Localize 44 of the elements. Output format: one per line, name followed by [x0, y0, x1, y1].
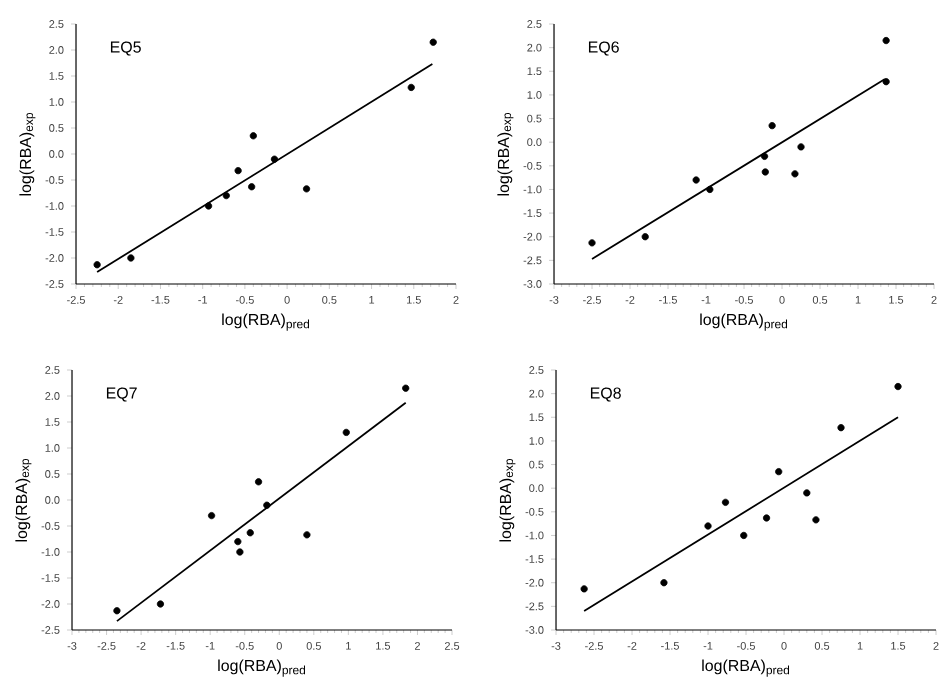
point — [254, 478, 263, 486]
point — [775, 468, 783, 476]
point — [263, 501, 271, 509]
point — [236, 548, 244, 556]
point — [156, 600, 165, 608]
point — [234, 538, 242, 546]
point — [704, 522, 712, 530]
point — [207, 512, 216, 520]
point — [204, 202, 213, 210]
point — [812, 516, 820, 524]
point — [761, 168, 769, 176]
point — [641, 233, 649, 241]
point — [706, 185, 714, 194]
point — [803, 489, 811, 497]
point — [248, 183, 256, 191]
point — [760, 152, 769, 160]
point — [93, 261, 101, 269]
point — [791, 170, 799, 178]
point — [234, 167, 242, 175]
point — [249, 132, 257, 140]
point — [302, 185, 311, 193]
point — [303, 531, 311, 539]
point — [692, 176, 700, 184]
point — [342, 428, 350, 436]
point — [407, 83, 415, 92]
point — [660, 579, 668, 587]
point — [580, 585, 588, 593]
point — [270, 155, 279, 163]
point — [894, 382, 902, 391]
point — [127, 254, 135, 262]
point — [429, 38, 437, 46]
point — [762, 514, 771, 522]
point — [588, 239, 596, 247]
point — [721, 498, 730, 506]
point — [837, 424, 845, 432]
point — [113, 607, 121, 615]
point — [882, 78, 890, 86]
point — [740, 531, 748, 540]
point — [797, 143, 805, 151]
point — [768, 122, 776, 130]
point — [882, 36, 890, 45]
point — [402, 384, 410, 392]
point — [222, 192, 230, 200]
point — [246, 529, 254, 537]
